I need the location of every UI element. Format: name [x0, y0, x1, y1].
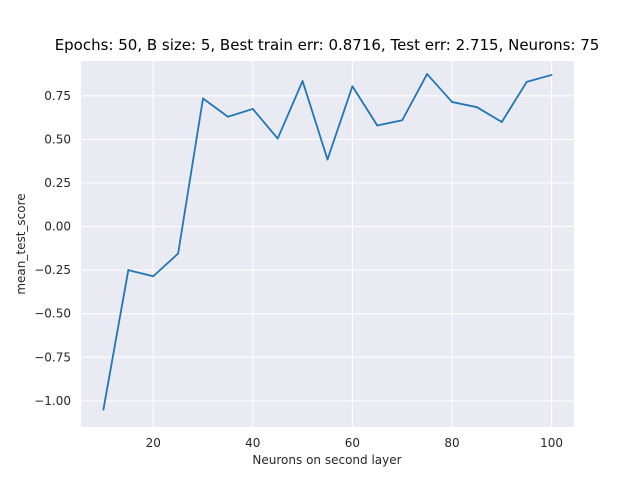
- y-tick-label: 0.25: [44, 176, 71, 190]
- x-tick-label: 60: [345, 436, 360, 450]
- data-point: [227, 115, 229, 118]
- data-point: [475, 106, 478, 109]
- plot-area: [81, 61, 574, 427]
- y-tick-label: −0.25: [34, 263, 71, 277]
- data-point: [451, 101, 453, 103]
- y-tick-label: −0.75: [34, 350, 71, 364]
- data-point: [426, 73, 428, 75]
- data-point: [177, 252, 180, 255]
- y-axis-label: mean_test_score: [14, 193, 28, 294]
- chart-title: Epochs: 50, B size: 5, Best train err: 0…: [55, 36, 600, 54]
- data-point: [550, 74, 553, 76]
- data-point: [351, 85, 354, 88]
- data-point: [500, 121, 503, 123]
- y-tick-label: −1.00: [34, 394, 71, 408]
- series-lines: [102, 73, 553, 411]
- x-axis-label: Neurons on second layer: [252, 453, 401, 467]
- data-point: [202, 97, 204, 100]
- y-tick-labels: −1.00 −0.75 −0.50 −0.25 0.00 0.25 0.50 0.75: [34, 89, 71, 408]
- data-point: [376, 124, 379, 127]
- data-point: [152, 275, 155, 278]
- x-tick-label: 80: [444, 436, 459, 450]
- x-tick-label: 40: [245, 436, 260, 450]
- data-point: [127, 269, 130, 272]
- data-point: [401, 119, 404, 122]
- data-point: [326, 158, 329, 161]
- data-point: [251, 108, 254, 110]
- x-tick-labels: 20 40 60 80 100: [146, 436, 563, 450]
- x-tick-label: 100: [540, 436, 563, 450]
- data-point: [301, 80, 304, 82]
- grid-lines: [81, 61, 574, 427]
- y-tick-label: 0.00: [44, 220, 71, 234]
- y-tick-label: 0.50: [44, 132, 71, 146]
- data-point: [102, 408, 105, 411]
- x-tick-label: 20: [146, 436, 161, 450]
- y-tick-label: −0.50: [34, 307, 71, 321]
- data-point: [525, 81, 528, 83]
- data-point: [276, 137, 279, 140]
- y-tick-label: 0.75: [44, 89, 71, 103]
